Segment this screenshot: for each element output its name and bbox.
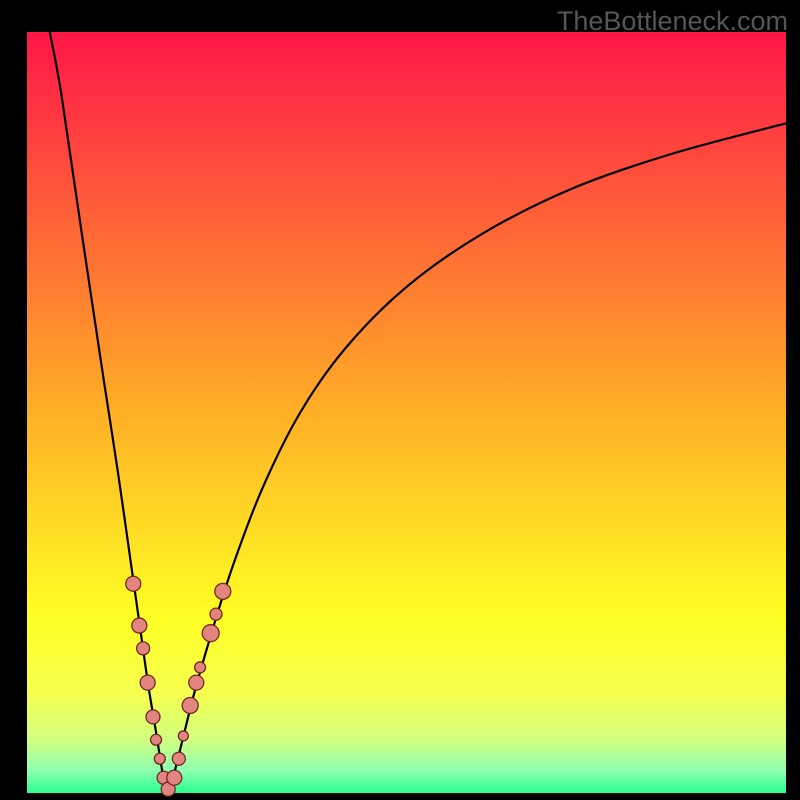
curve-marker — [189, 675, 204, 690]
curve-marker — [167, 770, 182, 785]
bottleneck-curve — [50, 32, 786, 793]
marker-cluster — [126, 576, 231, 796]
curve-marker — [172, 752, 185, 765]
curve-marker — [202, 625, 219, 642]
watermark-text: TheBottleneck.com — [557, 6, 788, 37]
curve-marker — [151, 734, 162, 745]
curve-marker — [132, 618, 147, 633]
curve-marker — [137, 642, 150, 655]
curve-marker — [140, 675, 155, 690]
chart-container: TheBottleneck.com — [0, 0, 800, 800]
curve-marker — [146, 710, 160, 724]
curve-marker — [182, 697, 198, 713]
curve-marker — [154, 753, 165, 764]
curve-marker — [215, 583, 231, 599]
plot-svg — [0, 0, 800, 800]
curve-marker — [126, 576, 141, 591]
curve-marker — [178, 731, 188, 741]
curve-marker — [210, 608, 222, 620]
curve-marker — [195, 662, 206, 673]
